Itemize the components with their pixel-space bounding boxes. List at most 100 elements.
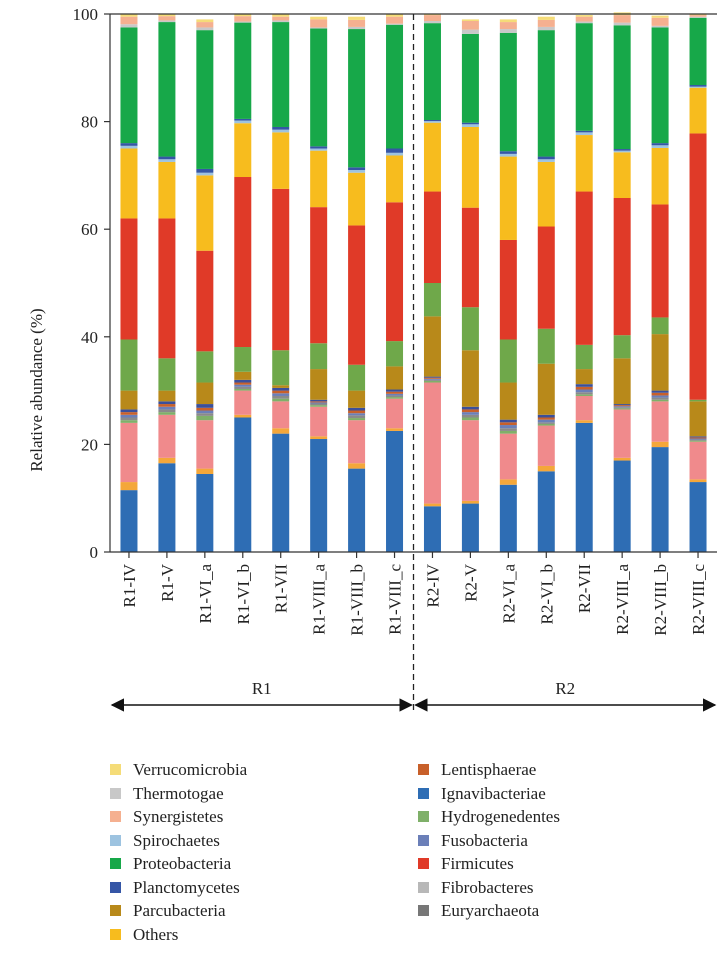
bar-segment-R2-V-5 [461,412,479,415]
x-tick-label-R1-IV: R1-IV [120,563,139,607]
bar-segment-R2-VIII_b-15 [651,25,669,28]
bar-segment-R1-VIII_b-1 [348,463,366,469]
bar-segment-R1-VIII_b-7 [348,407,366,411]
bar-segment-R1-VII-11 [272,132,290,189]
bar-segment-R2-VI_a-15 [499,29,517,33]
bar-segment-R1-IV-0 [120,490,138,552]
bar-segment-R2-IV-15 [423,20,441,24]
bar-segment-R2-VIII_c-1 [689,479,707,483]
bar-segment-R1-VIII_c-16 [386,16,404,24]
bar-segment-R1-VI_b-7 [234,379,252,383]
bar-segment-R2-IV-1 [423,503,441,507]
bar-segment-R2-VI_b-17 [537,16,555,20]
bar-segment-R2-VIII_a-12 [613,150,631,153]
bar-segment-R1-VI_b-13 [234,118,252,121]
bar-segment-R1-VIII_a-12 [310,148,328,151]
y-tick-label-80: 80 [81,113,98,132]
bar-segment-R2-VI_b-5 [537,419,555,423]
bar-segment-R2-VIII_b-14 [651,27,669,144]
bar-segment-R1-V-9 [158,358,176,391]
legend-swatch [110,881,121,893]
bar-segment-R2-VII-6 [575,386,593,390]
bar-segment-R2-IV-12 [423,121,441,123]
bar-segment-R1-VIII_c-3 [386,397,404,399]
bar-segment-R2-VI_b-1 [537,465,555,472]
bar-segment-R1-VI_a-1 [196,468,214,474]
bar-segment-R1-VI_a-7 [196,404,214,408]
bar-segment-R2-VI_a-3 [499,430,517,434]
bar-segment-R2-VI_b-13 [537,156,555,160]
bar-segment-R1-IV-10 [120,218,138,340]
bar-segment-R2-VIII_b-6 [651,392,669,396]
bar-segment-R1-VIII_b-4 [348,415,366,419]
group-brackets: R1 R2 [110,14,717,712]
bar-segment-R1-VII-15 [272,20,290,23]
legend-swatch [418,905,429,917]
bar-segment-R1-VIII_a-16 [310,19,328,28]
bar-segment-R1-VII-16 [272,16,290,21]
bar-segment-R1-IV-14 [120,27,138,144]
bar-segment-R1-V-12 [158,159,176,162]
legend-label: Planctomycetes [133,877,240,897]
bar-segment-R2-V-4 [461,414,479,418]
bar-segment-R2-VII-8 [575,369,593,385]
bar-segment-R2-V-11 [461,126,479,208]
bar-segment-R2-VI_a-6 [499,422,517,426]
bar-segment-R2-VI_a-8 [499,382,517,420]
bar-segment-R2-VIII_a-8 [613,358,631,405]
bar-segment-R2-V-7 [461,406,479,410]
legend-label: Proteobacteria [133,854,232,873]
bar-segment-R1-VIII_c-2 [386,398,404,429]
bar-segment-R1-VI_b-17 [234,13,252,17]
bar-segment-R2-VIII_a-16 [613,15,631,23]
bar-segment-R1-V-10 [158,218,176,359]
bar-segment-R1-VIII_c-11 [386,155,404,203]
bar-segment-R1-VII-17 [272,14,290,17]
legend-label: Parcubacteria [133,901,226,920]
bar-segment-R2-VIII_a-2 [613,409,631,458]
bar-segment-R1-VI_b-14 [234,22,252,119]
bar-segment-R2-VII-13 [575,130,593,133]
bar-segment-R1-VI_b-11 [234,123,252,178]
bar-segment-R2-VIII_b-11 [651,147,669,205]
bar-segment-R2-VIII_a-6 [613,405,631,407]
legend-label: Firmicutes [441,854,514,873]
bar-segment-R2-VIII_b-17 [651,15,669,18]
bar-segment-R2-IV-16 [423,15,441,21]
bar-segment-R2-IV-6 [423,377,441,379]
bar-segment-R1-VIII_a-0 [310,439,328,552]
bar-segment-R1-VIII_b-11 [348,172,366,226]
legend-label: Verrucomicrobia [133,760,248,779]
x-tick-label-R2-VIII_c: R2-VIII_c [689,564,708,635]
bar-segment-R2-VII-16 [575,16,593,22]
bar-segment-R2-V-2 [461,420,479,501]
bar-segment-R2-VIII_c-5 [689,438,707,440]
bar-segment-R1-VIII_c-12 [386,152,404,156]
bar-segment-R2-IV-8 [423,316,441,377]
bar-segment-R2-VIII_b-9 [651,317,669,335]
legend-swatch [418,811,429,823]
bar-segment-R2-VI_a-11 [499,156,517,240]
bar-segment-R2-IV-10 [423,191,441,283]
x-tick-label-R1-VIII_b: R1-VIII_b [348,564,367,636]
bar-segment-R1-VI_b-12 [234,120,252,124]
x-tick-label-R1-VIII_c: R1-VIII_c [386,564,405,635]
bar-segment-R1-VIII_b-10 [348,225,366,365]
bar-segment-R2-VIII_a-15 [613,22,631,26]
bar-segment-R2-IV-0 [423,506,441,552]
bar-segment-R1-VIII_b-8 [348,390,366,408]
legend-label: Others [133,924,179,944]
bar-segment-R1-VII-8 [272,385,290,388]
bar-segment-R1-VI_b-10 [234,177,252,348]
bar-segment-R1-V-11 [158,161,176,219]
bar-segment-R2-V-12 [461,124,479,127]
bar-segment-R2-IV-9 [423,283,441,317]
bar-segment-R1-IV-17 [120,14,138,17]
legend-item-euryarchaeota: Euryarchaeota [418,899,560,923]
legend-label: Spirochaetes [133,830,220,850]
bar-segment-R2-V-9 [461,307,479,351]
bar-segment-R2-VIII_b-16 [651,17,669,26]
bar-segment-R1-VIII_c-4 [386,395,404,398]
bar-segment-R2-VI_a-10 [499,239,517,340]
legend-label: Thermotogae [133,783,224,803]
